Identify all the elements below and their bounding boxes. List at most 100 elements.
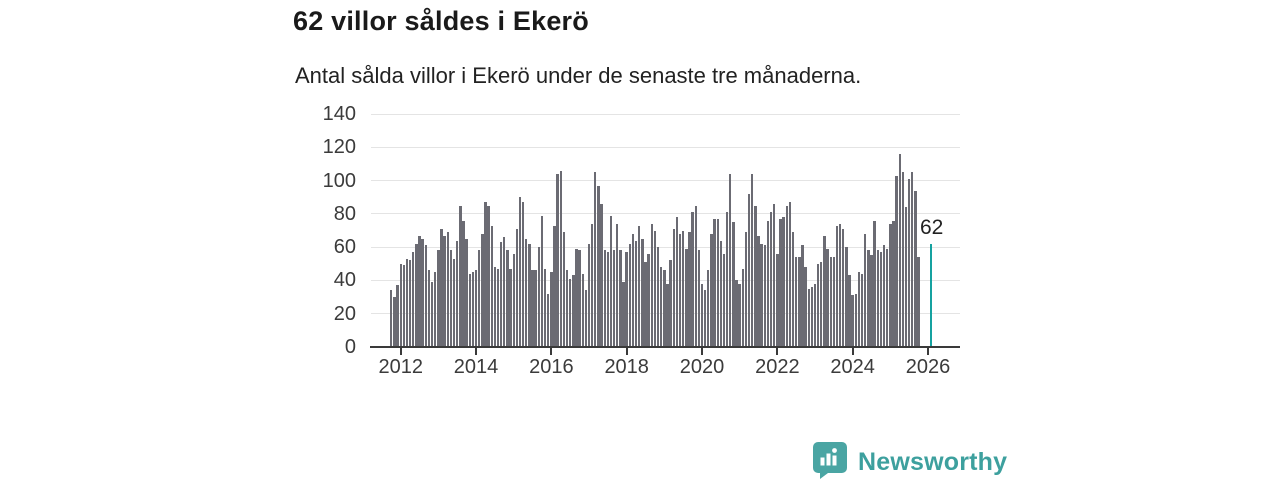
bar bbox=[917, 257, 920, 347]
bar bbox=[776, 253, 779, 347]
bar bbox=[600, 203, 603, 347]
bar bbox=[729, 173, 732, 347]
bar bbox=[474, 270, 478, 347]
bar bbox=[443, 235, 446, 347]
bar bbox=[864, 233, 867, 347]
bar bbox=[468, 273, 471, 347]
bar bbox=[716, 218, 719, 347]
bar bbox=[876, 250, 879, 347]
bar bbox=[754, 205, 757, 347]
bar bbox=[553, 225, 556, 347]
bar bbox=[543, 268, 547, 347]
bar bbox=[408, 260, 412, 347]
bar bbox=[710, 233, 713, 347]
bar bbox=[672, 228, 675, 347]
y-tick-label: 100 bbox=[322, 169, 356, 192]
bar bbox=[904, 207, 908, 347]
bar bbox=[845, 247, 848, 347]
bar bbox=[744, 232, 748, 347]
bar bbox=[656, 247, 660, 347]
bar bbox=[738, 283, 741, 347]
bar bbox=[647, 253, 650, 347]
bar bbox=[525, 238, 528, 347]
gridline bbox=[371, 113, 960, 115]
bar bbox=[584, 290, 588, 347]
bar bbox=[826, 248, 829, 347]
bar bbox=[895, 175, 898, 347]
bar bbox=[794, 257, 798, 347]
bar bbox=[609, 215, 613, 347]
bar bbox=[477, 250, 481, 347]
bar bbox=[594, 172, 597, 347]
highlight-bar bbox=[929, 243, 933, 347]
bar bbox=[901, 172, 905, 347]
bar bbox=[898, 153, 901, 347]
bar bbox=[735, 280, 738, 347]
bar bbox=[509, 268, 512, 347]
bar bbox=[606, 252, 610, 347]
bar bbox=[634, 240, 638, 347]
bar bbox=[860, 273, 864, 347]
x-tick bbox=[701, 348, 704, 355]
bar bbox=[418, 235, 421, 347]
bar bbox=[848, 275, 851, 347]
page-title: 62 villor såldes i Ekerö bbox=[293, 6, 589, 36]
bar bbox=[456, 240, 459, 347]
bar bbox=[569, 278, 572, 347]
bar bbox=[412, 252, 415, 347]
bar bbox=[700, 283, 704, 347]
bar bbox=[911, 172, 914, 347]
y-tick-label: 80 bbox=[333, 202, 356, 225]
x-tick-label: 2022 bbox=[755, 356, 800, 378]
bar bbox=[685, 248, 688, 347]
x-tick-label: 2020 bbox=[679, 356, 725, 378]
bar bbox=[857, 272, 861, 347]
bar bbox=[892, 220, 895, 347]
bar bbox=[810, 287, 814, 347]
bar bbox=[559, 170, 562, 347]
bar bbox=[842, 228, 845, 347]
bar bbox=[590, 223, 594, 347]
bar bbox=[882, 245, 886, 347]
bar bbox=[625, 252, 628, 347]
bar bbox=[829, 257, 832, 347]
bar bbox=[889, 223, 892, 347]
bar bbox=[462, 220, 465, 347]
bar bbox=[603, 250, 606, 347]
bar bbox=[766, 220, 770, 347]
bar bbox=[616, 223, 619, 347]
bar bbox=[760, 243, 763, 347]
chart-subtitle: Antal sålda villor i Ekerö under de sena… bbox=[295, 63, 862, 88]
bar bbox=[697, 250, 701, 347]
bar bbox=[547, 293, 550, 347]
bar bbox=[688, 232, 691, 347]
bar bbox=[515, 228, 519, 347]
x-tick bbox=[851, 348, 854, 355]
bar bbox=[390, 290, 393, 347]
bar bbox=[405, 258, 409, 347]
bar bbox=[813, 283, 817, 347]
bar bbox=[597, 185, 600, 347]
bar bbox=[782, 217, 785, 347]
bar bbox=[622, 282, 625, 347]
bar bbox=[798, 257, 801, 347]
x-tick bbox=[550, 348, 553, 355]
bar bbox=[719, 240, 723, 347]
bar bbox=[694, 205, 697, 347]
bar bbox=[914, 190, 917, 347]
bar bbox=[653, 230, 657, 347]
bar bbox=[449, 250, 453, 347]
gridline bbox=[371, 246, 960, 248]
bar bbox=[496, 268, 500, 347]
highlight-value-label: 62 bbox=[918, 216, 946, 240]
bar bbox=[581, 273, 584, 347]
bar bbox=[804, 267, 807, 347]
x-tick bbox=[776, 348, 779, 355]
bar bbox=[518, 197, 522, 347]
bar bbox=[816, 263, 820, 347]
bar bbox=[612, 250, 616, 347]
y-tick-label: 60 bbox=[333, 236, 356, 259]
newsworthy-branding: Newsworthy bbox=[812, 441, 1007, 480]
bar bbox=[471, 272, 475, 347]
bar bbox=[660, 267, 663, 347]
